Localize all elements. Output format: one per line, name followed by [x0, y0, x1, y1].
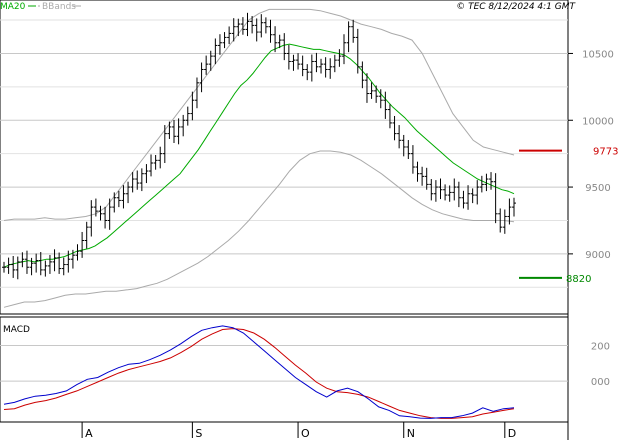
- grid: [0, 19, 568, 382]
- month-tick-label: O: [301, 427, 310, 440]
- axis-ticks: 10500 10000 9500 9000 200 000 A S O N D: [81, 49, 614, 440]
- month-tick-label: S: [195, 427, 202, 440]
- macd-tick-label: 000: [591, 377, 610, 388]
- price-bars: [2, 12, 516, 280]
- ma20-path: [3, 43, 515, 268]
- month-tick-label: A: [85, 427, 93, 440]
- ma20-line: [3, 43, 515, 268]
- month-tick-label: D: [508, 427, 516, 440]
- price-levels: 9773 8820: [519, 147, 618, 285]
- bbands-upper-line: [3, 8, 515, 221]
- macd-line: [3, 325, 515, 419]
- macd-panel-frame: [0, 316, 569, 423]
- signal-line: [3, 328, 515, 419]
- macd-lines: [3, 325, 515, 419]
- macd-tick-label: 200: [591, 341, 610, 352]
- support-level-label: 8820: [566, 274, 591, 285]
- month-tick-label: N: [407, 427, 415, 440]
- bbands-lines: [3, 8, 515, 308]
- copyright-credit: © TEC 8/12/2024 4:1 GMT: [456, 2, 576, 12]
- macd-panel-title: MACD: [3, 325, 30, 335]
- price-tick-label: 9500: [585, 183, 610, 194]
- price-tick-label: 10000: [582, 116, 614, 127]
- bbands-lower-line: [3, 150, 515, 308]
- legend-ma20: MA20: [0, 2, 26, 12]
- price-tick-label: 10500: [582, 49, 614, 60]
- legend-bbands: BBands: [42, 2, 76, 12]
- price-tick-label: 9000: [585, 250, 610, 261]
- resistance-level-label: 9773: [593, 147, 618, 158]
